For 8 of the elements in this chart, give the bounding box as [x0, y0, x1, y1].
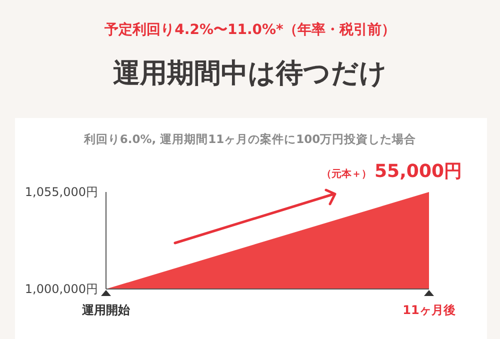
y-tick-label: 1,000,000円	[24, 282, 98, 296]
text: 利回り6.0%, 運用期間11ヶ月の案件に100万円投資した場合	[82, 132, 416, 146]
annotation: （元本＋）55,000円	[322, 161, 462, 182]
chart-title: 運用期間中は待つだけ	[113, 58, 387, 89]
x-tick-label: 運用開始	[81, 303, 131, 317]
x-tick-label: 11ヶ月後	[402, 303, 456, 317]
y-tick-label: 1,055,000円	[24, 185, 98, 200]
chart-subtitle: 予定利回り4.2%〜11.0%*（年率・税引前）	[104, 21, 396, 38]
